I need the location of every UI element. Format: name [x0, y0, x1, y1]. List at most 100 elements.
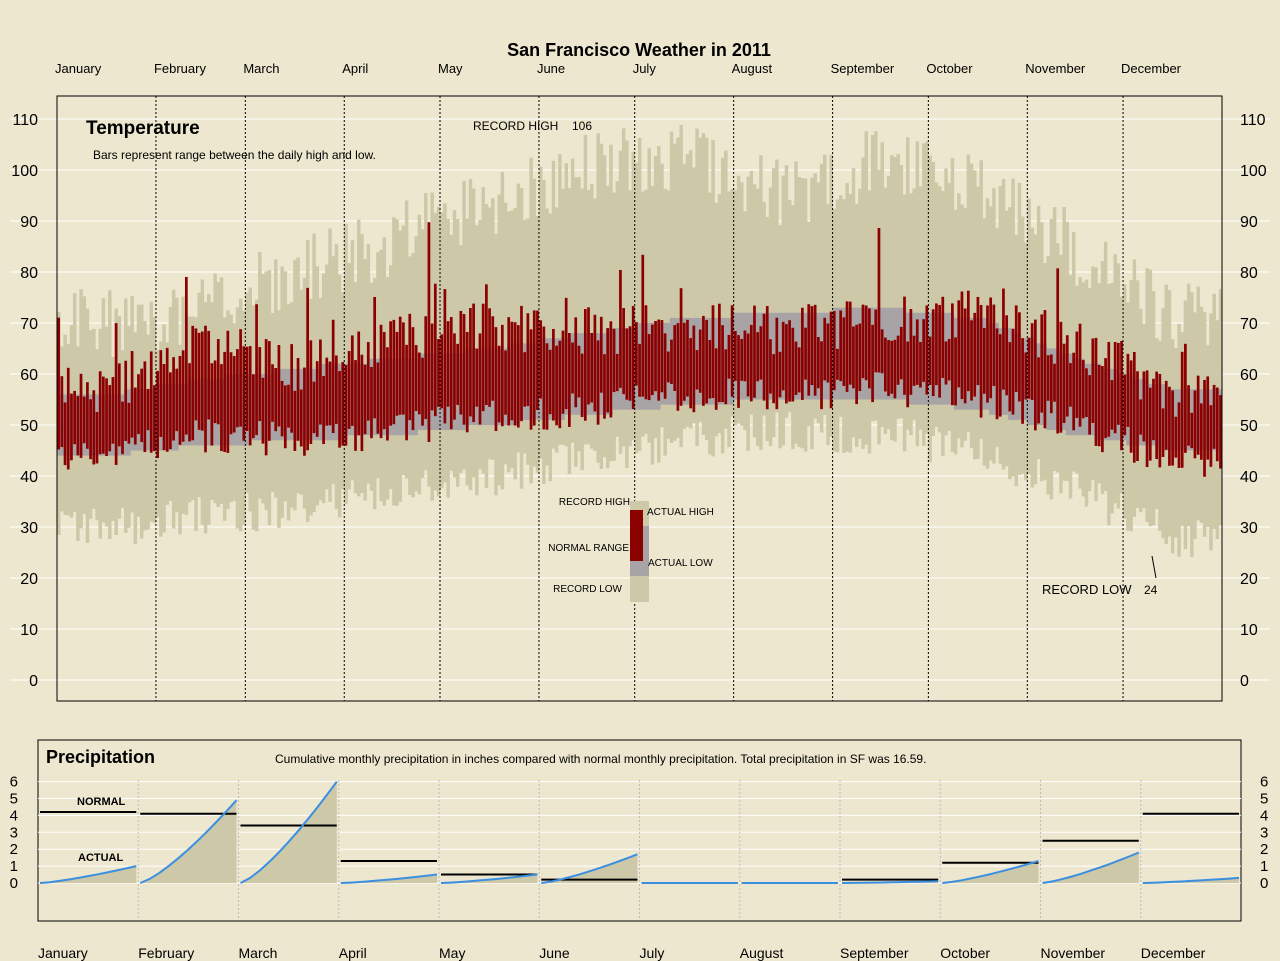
- actual-range-bar: [1056, 268, 1060, 434]
- actual-range-bar: [890, 340, 894, 394]
- actual-range-bar: [820, 341, 823, 410]
- actual-range-bar: [207, 330, 211, 420]
- top-month-label: November: [1025, 61, 1086, 76]
- actual-range-bar: [743, 330, 747, 382]
- record-low-label: RECORD LOW: [1042, 582, 1132, 597]
- legend-actual-high: ACTUAL HIGH: [647, 507, 714, 518]
- actual-range-bar: [801, 307, 804, 401]
- actual-range-bar: [702, 315, 705, 406]
- actual-range-bar: [1164, 380, 1168, 450]
- record-range-bar: [605, 185, 610, 469]
- actual-range-bar: [625, 328, 629, 400]
- actual-range-bar: [236, 349, 239, 428]
- actual-range-bar: [306, 287, 309, 451]
- actual-range-bar: [603, 354, 606, 419]
- record-range-bar: [899, 165, 904, 419]
- actual-range-bar: [1212, 384, 1216, 449]
- actual-range-bar: [248, 346, 252, 446]
- actual-range-bar: [874, 309, 878, 373]
- temperature-y-tick-label: 60: [1240, 367, 1258, 384]
- actual-range-bar: [1171, 390, 1174, 466]
- top-month-label: August: [732, 61, 773, 76]
- actual-range-bar: [220, 364, 223, 452]
- record-range-bar: [736, 175, 741, 424]
- actual-range-bar: [184, 276, 188, 435]
- actual-range-bars: [57, 222, 1222, 477]
- actual-range-bar: [893, 339, 897, 399]
- record-range-bar: [931, 161, 936, 437]
- temperature-legend: RECORD HIGH ACTUAL HIGH NORMAL RANGE ACT…: [548, 497, 714, 602]
- top-month-labels: January February March April May June July Augu…: [55, 61, 1182, 76]
- actual-range-bar: [660, 320, 664, 393]
- actual-range-bar: [1116, 342, 1120, 425]
- temperature-y-tick-label: 110: [12, 112, 38, 129]
- record-range-bar: [1052, 207, 1057, 472]
- actual-range-bar: [414, 345, 418, 412]
- actual-range-bar: [523, 352, 527, 407]
- actual-range-bar: [411, 327, 415, 431]
- actual-range-bar: [274, 367, 278, 432]
- actual-range-bar: [899, 326, 903, 380]
- actual-range-bar: [497, 345, 501, 423]
- actual-range-bar: [63, 402, 67, 466]
- actual-range-bar: [711, 305, 715, 399]
- actual-range-bar: [1209, 405, 1213, 467]
- actual-range-bar: [446, 321, 450, 407]
- temperature-y-tick-label: 40: [20, 469, 38, 486]
- actual-range-bar: [204, 325, 207, 453]
- actual-range-bar: [922, 319, 926, 382]
- actual-range-bar: [335, 355, 338, 424]
- actual-range-bar: [542, 326, 546, 430]
- record-range-bar: [918, 186, 923, 430]
- temperature-month-dividers: [56, 96, 1124, 701]
- actual-range-bar: [883, 337, 887, 392]
- record-range-bar: [577, 177, 581, 452]
- actual-range-bar: [271, 364, 274, 422]
- actual-range-bar: [1123, 374, 1127, 436]
- actual-range-bar: [1142, 371, 1146, 442]
- actual-range-bar: [829, 311, 833, 409]
- actual-range-bar: [402, 322, 405, 415]
- actual-range-bar: [453, 333, 456, 420]
- record-range-bar: [880, 142, 884, 428]
- actual-range-bar: [472, 303, 475, 423]
- actual-range-bar: [293, 390, 297, 451]
- record-range-bar: [666, 190, 671, 439]
- actual-range-bar: [162, 364, 166, 451]
- actual-range-bar: [628, 326, 632, 401]
- record-range-bar: [1011, 178, 1015, 477]
- actual-range-bar: [475, 348, 479, 407]
- actual-range-bar: [280, 381, 284, 437]
- precipitation-actual-areas: [40, 781, 1239, 883]
- actual-range-bar: [571, 342, 574, 394]
- actual-range-bar: [982, 327, 986, 394]
- actual-range-bar: [229, 352, 233, 435]
- record-range-bar: [851, 168, 856, 438]
- actual-range-bar: [1193, 390, 1197, 459]
- actual-range-bar: [357, 331, 361, 436]
- precipitation-y-tick-label: 6: [1260, 774, 1268, 791]
- actual-range-bar: [647, 334, 651, 401]
- record-high-value: 106: [572, 119, 592, 133]
- actual-range-bar: [785, 324, 788, 404]
- actual-range-bar: [1187, 385, 1190, 446]
- record-range-bar: [570, 158, 575, 443]
- actual-range-bar: [852, 326, 855, 389]
- precipitation-actual-line: [139, 799, 238, 884]
- actual-range-bar: [650, 324, 654, 396]
- actual-range-bar: [564, 297, 568, 410]
- actual-range-bar: [951, 303, 954, 406]
- actual-range-bar: [465, 331, 469, 433]
- precipitation-actual-line: [240, 781, 338, 884]
- actual-range-bar: [267, 341, 271, 441]
- actual-range-bar: [845, 301, 849, 392]
- record-range-bar: [925, 141, 929, 434]
- actual-range-bar: [644, 305, 648, 400]
- actual-range-bar: [153, 385, 156, 452]
- actual-range-bar: [370, 366, 373, 439]
- actual-range-bar: [938, 304, 941, 398]
- actual-range-bar: [686, 319, 689, 397]
- actual-range-bar: [676, 323, 680, 411]
- bottom-month-label: January: [38, 945, 88, 961]
- actual-range-bar: [1011, 328, 1015, 415]
